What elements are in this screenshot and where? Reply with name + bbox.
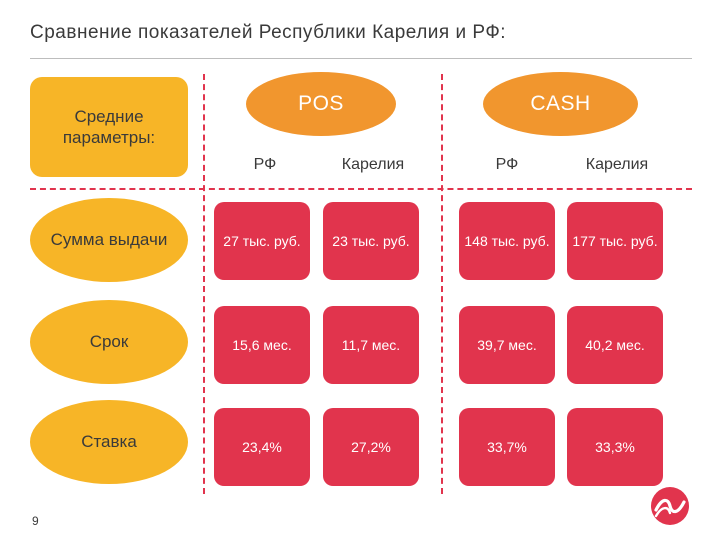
column-header-cash-rf: РФ xyxy=(495,156,519,173)
params-label: Средние параметры: xyxy=(62,107,156,147)
group-label: CASH xyxy=(530,92,591,115)
group-header-cash: CASH xyxy=(483,72,638,136)
value-cell: 27,2% xyxy=(323,408,419,486)
page-number: 9 xyxy=(32,514,39,528)
row-label-term: Срок xyxy=(30,300,188,384)
value-cell: 33,7% xyxy=(459,408,555,486)
value-cell: 148 тыс. руб. xyxy=(459,202,555,280)
column-header-pos-rf: РФ xyxy=(253,156,277,173)
params-header: Средние параметры: xyxy=(30,77,188,177)
value-cell: 23,4% xyxy=(214,408,310,486)
value-cell: 23 тыс. руб. xyxy=(323,202,419,280)
title-divider xyxy=(30,58,692,59)
column-header-pos-karelia: Карелия xyxy=(341,156,405,173)
row-label: Ставка xyxy=(81,432,137,451)
value-cell: 11,7 мес. xyxy=(323,306,419,384)
row-label-rate: Ставка xyxy=(30,400,188,484)
value-cell: 15,6 мес. xyxy=(214,306,310,384)
brand-logo-icon xyxy=(651,487,689,525)
value-cell: 33,3% xyxy=(567,408,663,486)
row-label: Срок xyxy=(89,332,129,351)
value-cell: 40,2 мес. xyxy=(567,306,663,384)
column-header-cash-karelia: Карелия xyxy=(585,156,649,173)
page-title: Сравнение показателей Республики Карелия… xyxy=(30,22,507,43)
dashed-divider-vertical xyxy=(203,74,205,494)
value-cell: 27 тыс. руб. xyxy=(214,202,310,280)
group-header-pos: POS xyxy=(246,72,396,136)
value-cell: 177 тыс. руб. xyxy=(567,202,663,280)
group-label: POS xyxy=(298,92,344,115)
row-label: Сумма выдачи xyxy=(50,230,168,249)
dashed-divider-vertical xyxy=(441,74,443,494)
dashed-divider-horizontal xyxy=(30,188,692,190)
row-label-amount: Сумма выдачи xyxy=(30,198,188,282)
value-cell: 39,7 мес. xyxy=(459,306,555,384)
